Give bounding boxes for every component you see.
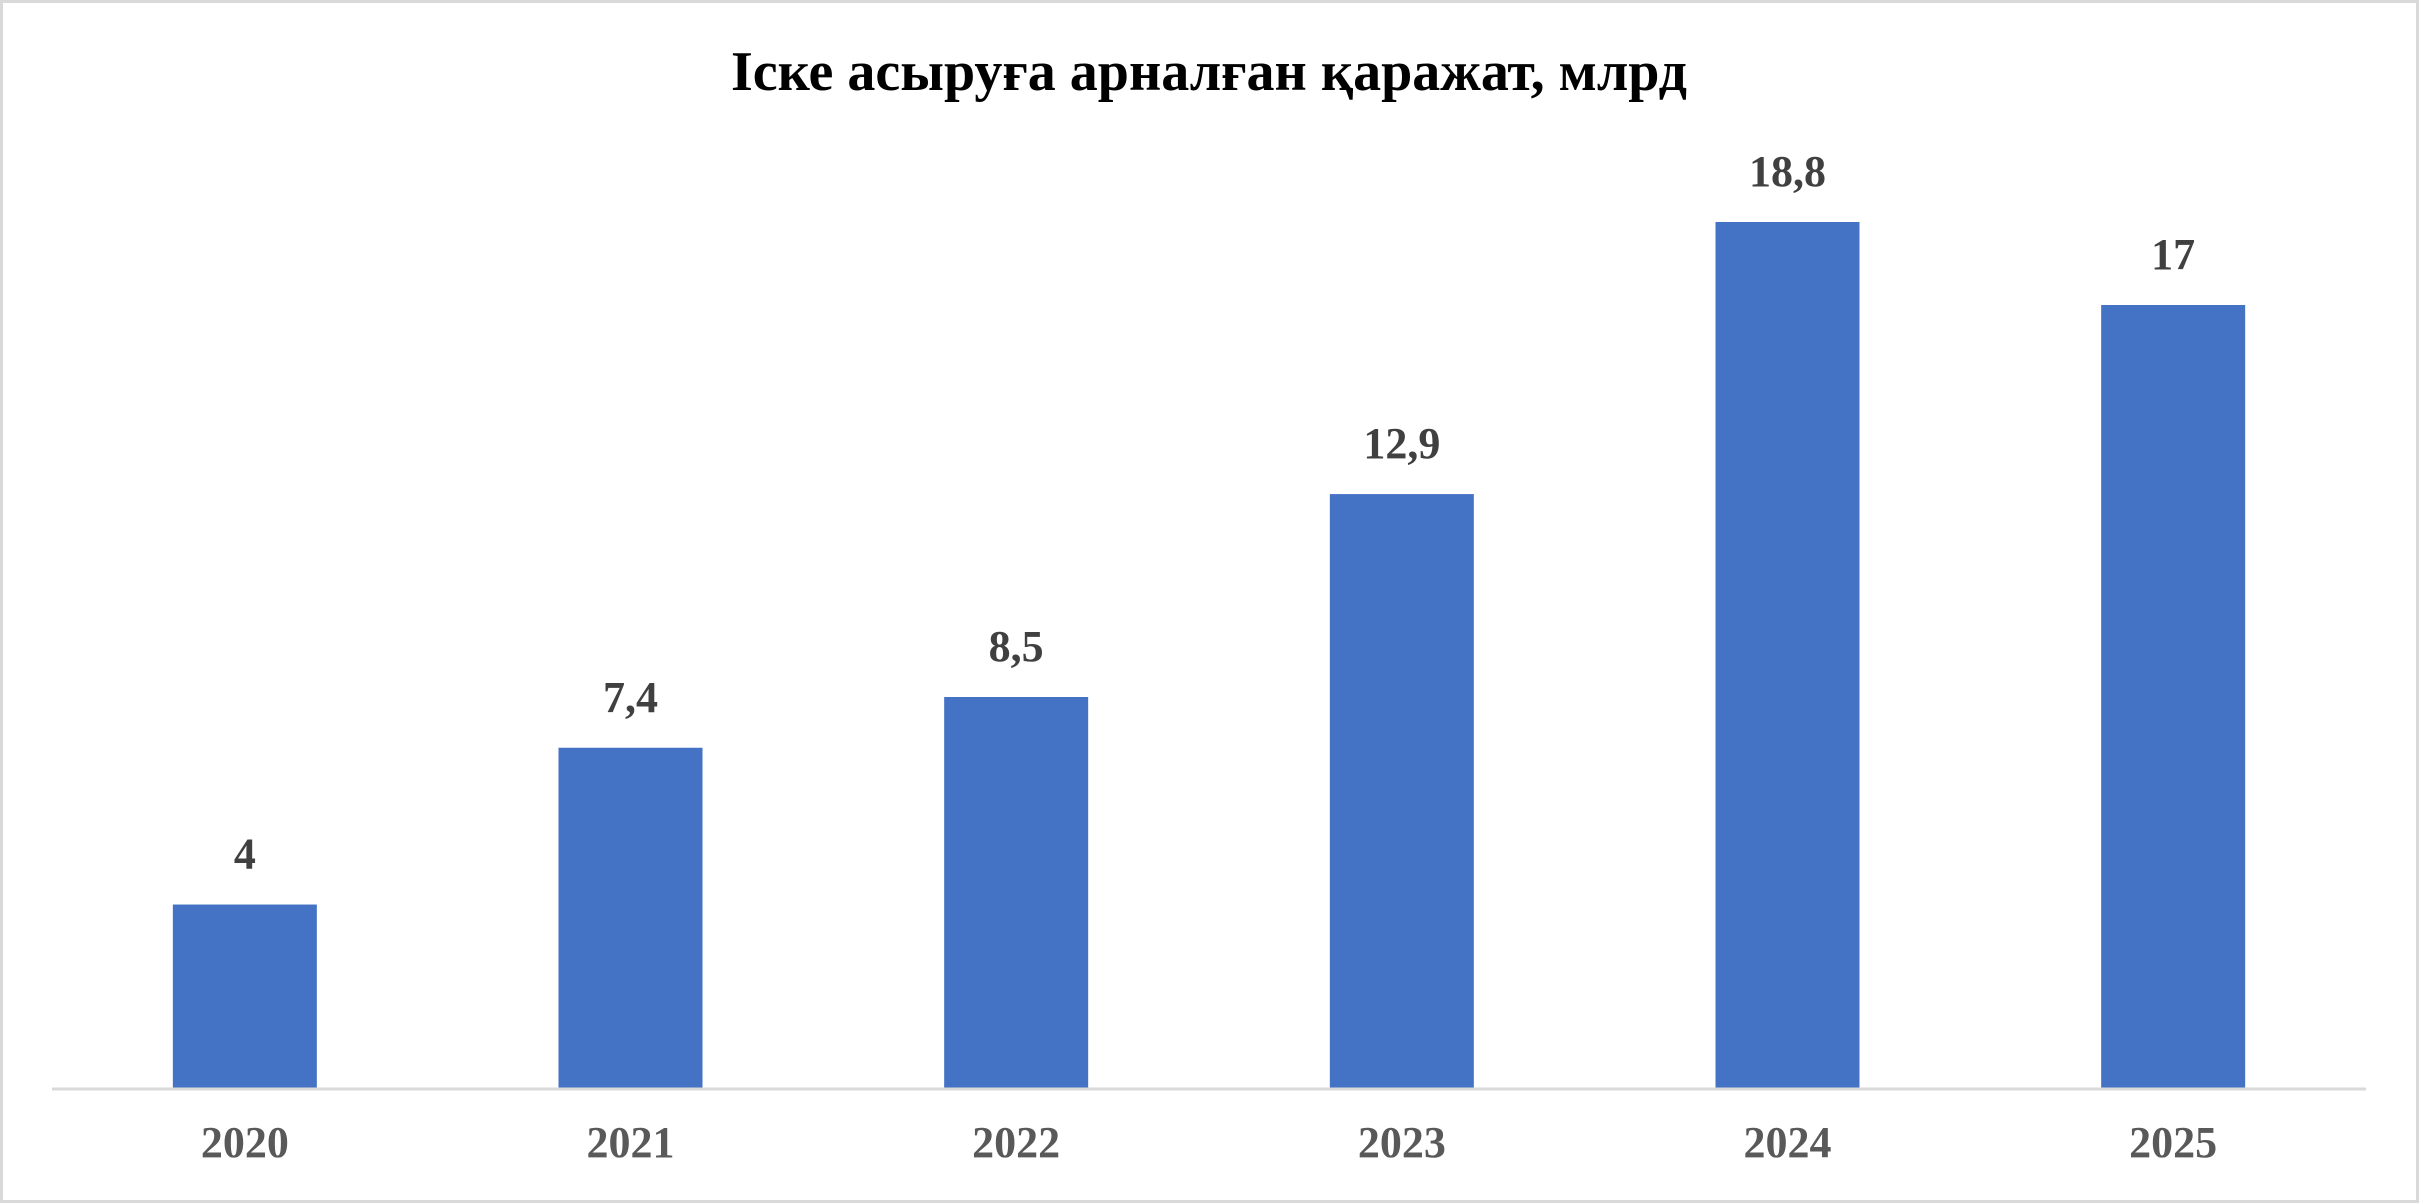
x-tick-label: 2020: [201, 1118, 289, 1167]
x-tick-label: 2022: [972, 1118, 1060, 1167]
data-label: 8,5: [989, 622, 1044, 671]
data-label: 12,9: [1363, 419, 1440, 468]
bar: [1715, 222, 1860, 1089]
x-tick-label: 2023: [1358, 1118, 1446, 1167]
x-tick-label: 2024: [1744, 1118, 1832, 1167]
data-label: 7,4: [603, 673, 658, 722]
data-label: 17: [2151, 230, 2195, 279]
x-tick-label: 2025: [2129, 1118, 2217, 1167]
bar: [944, 697, 1089, 1089]
data-label: 18,8: [1749, 147, 1826, 196]
bar: [558, 747, 703, 1089]
data-label: 4: [234, 830, 256, 879]
bar: [172, 904, 317, 1089]
chart-title: Іске асыруға арналған қаражат, млрд: [731, 41, 1687, 103]
x-tick-label: 2021: [587, 1118, 675, 1167]
bar: [2101, 305, 2246, 1090]
bar: [1329, 494, 1474, 1089]
